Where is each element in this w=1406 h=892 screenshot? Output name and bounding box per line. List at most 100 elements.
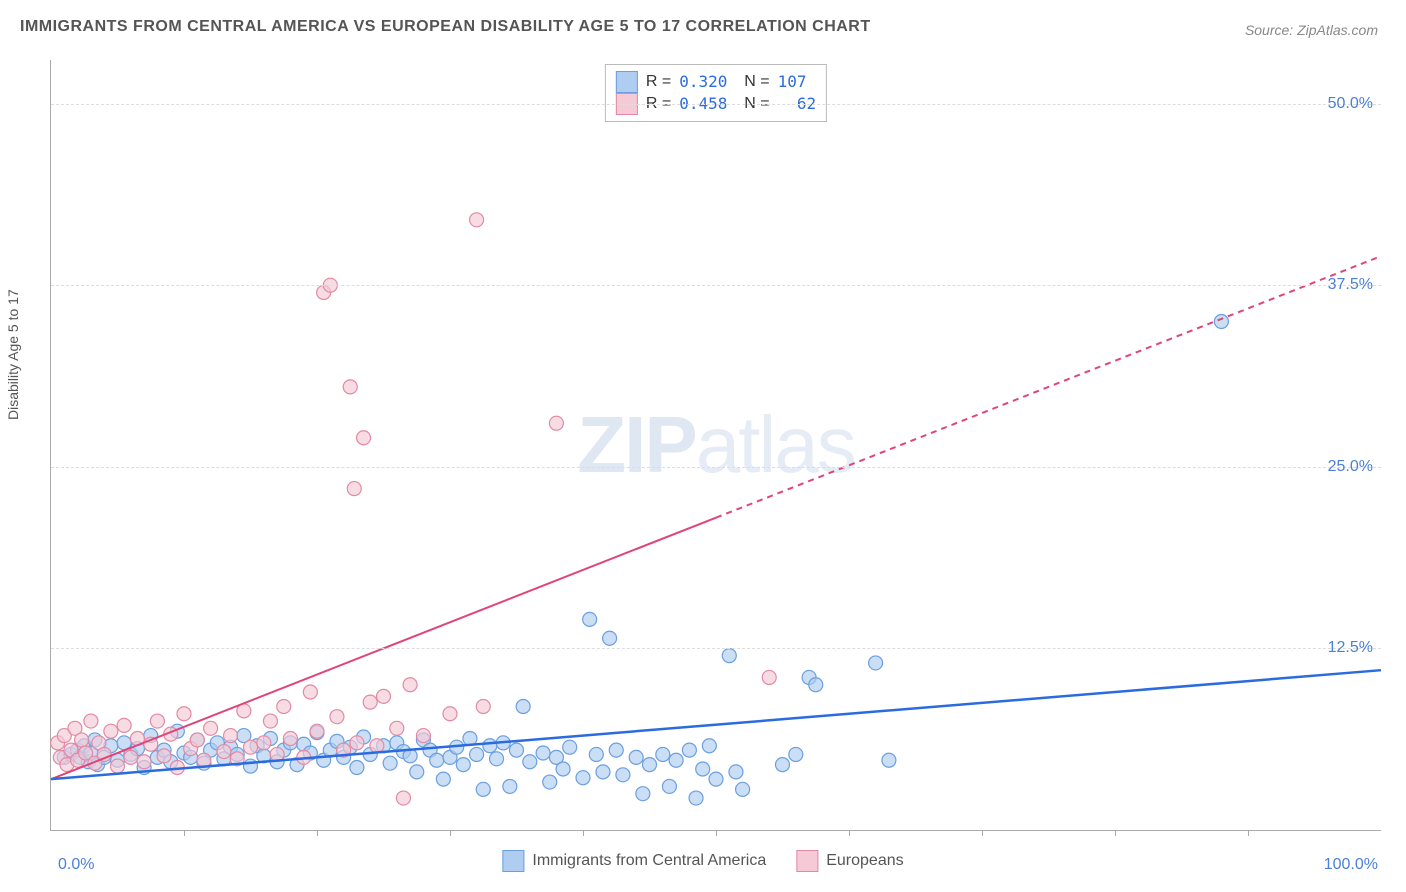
europeans-point [244,740,258,754]
europeans-point [470,213,484,227]
gridline [51,648,1381,649]
europeans-point [363,695,377,709]
swatch-central-america [616,71,638,93]
europeans-point [303,685,317,699]
x-tick [716,830,717,836]
y-tick-label: 25.0% [1328,458,1373,476]
europeans-point [416,729,430,743]
y-tick-label: 50.0% [1328,95,1373,113]
x-tick [1248,830,1249,836]
legend-stats-row: R = 0.320 N = 107 [616,71,816,93]
legend-item-central-america: Immigrants from Central America [502,850,766,872]
europeans-point [224,729,238,743]
europeans-point [84,714,98,728]
central_america-point [596,765,610,779]
europeans-point [357,431,371,445]
central_america-point [543,775,557,789]
central_america-point [350,761,364,775]
europeans-point [204,721,218,735]
central_america-point [576,771,590,785]
central_america-point [616,768,630,782]
central_america-point [656,747,670,761]
legend-N-label: N = [735,71,769,93]
europeans-point [310,724,324,738]
central_america-point [583,612,597,626]
central_america-point [476,782,490,796]
y-tick-label: 12.5% [1328,639,1373,657]
europeans-point [75,733,89,747]
central_america-point [789,747,803,761]
central_america-point [689,791,703,805]
europeans-point [443,707,457,721]
central_america-point [483,739,497,753]
europeans-point [347,482,361,496]
x-tick [317,830,318,836]
central_america-point [536,746,550,760]
europeans-point [350,736,364,750]
x-axis-min-label: 0.0% [58,856,94,874]
europeans-point [150,714,164,728]
central_america-point [490,752,504,766]
legend-N-val-0: 107 [778,71,807,93]
legend-R-label: R = [646,71,671,93]
central_america-point [776,758,790,772]
europeans-point [157,749,171,763]
central_america-point [696,762,710,776]
europeans-point [330,710,344,724]
europeans-trendline-dashed [716,256,1381,518]
central_america-point [436,772,450,786]
europeans-point [396,791,410,805]
x-axis-max-label: 100.0% [1324,856,1378,874]
europeans-point [104,724,118,738]
legend-series: Immigrants from Central America European… [502,850,903,872]
central_america-point [722,649,736,663]
central_america-point [662,779,676,793]
legend-R-val-0: 0.320 [679,71,727,93]
central_america-point [636,787,650,801]
central_america-point [809,678,823,692]
x-tick [184,830,185,836]
europeans-point [277,700,291,714]
europeans-point [476,700,490,714]
y-tick-label: 37.5% [1328,276,1373,294]
central_america-point [643,758,657,772]
central_america-point [603,631,617,645]
europeans-point [283,731,297,745]
central_america-point [682,743,696,757]
europeans-point [190,733,204,747]
legend-label: Immigrants from Central America [532,852,766,870]
gridline [51,285,1381,286]
swatch-central-america [502,850,524,872]
x-tick [583,830,584,836]
gridline [51,467,1381,468]
source-credit: Source: ZipAtlas.com [1245,22,1378,38]
x-tick [1115,830,1116,836]
central_america-trendline [51,670,1381,779]
europeans-point [390,721,404,735]
central_america-point [669,753,683,767]
europeans-point [377,689,391,703]
legend-item-europeans: Europeans [796,850,903,872]
europeans-point [117,718,131,732]
central_america-point [503,779,517,793]
europeans-point [762,670,776,684]
central_america-point [470,747,484,761]
scatter-svg [51,60,1381,830]
europeans-point [343,380,357,394]
central_america-point [430,753,444,767]
plot-area: ZIPatlas R = 0.320 N = 107 R = 0.458 N =… [50,60,1381,831]
legend-label: Europeans [826,852,903,870]
central_america-point [869,656,883,670]
y-axis-label: Disability Age 5 to 17 [5,289,21,420]
central_america-point [556,762,570,776]
europeans-point [370,739,384,753]
central_america-point [563,740,577,754]
legend-stats: R = 0.320 N = 107 R = 0.458 N = 62 [605,64,827,122]
x-tick [450,830,451,836]
x-tick [982,830,983,836]
europeans-point [177,707,191,721]
central_america-point [702,739,716,753]
europeans-point [124,750,138,764]
europeans-point [137,755,151,769]
central_america-point [609,743,623,757]
